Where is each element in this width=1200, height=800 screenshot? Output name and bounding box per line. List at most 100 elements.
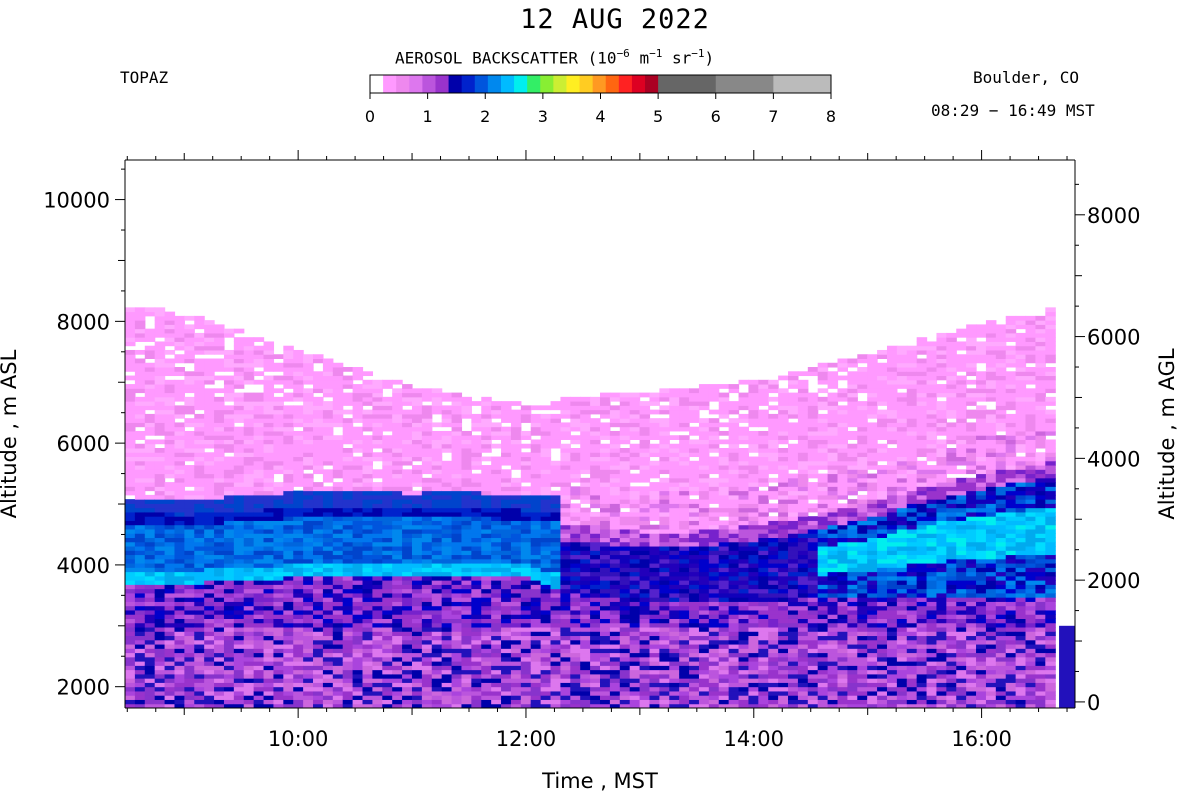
heatmap-cell [758,609,769,615]
heatmap-cell [204,443,215,449]
heatmap-cell [273,503,284,509]
heatmap-cell [679,392,690,398]
heatmap-cell [313,469,324,475]
heatmap-cell [342,690,354,696]
heatmap-cell [164,499,176,504]
heatmap-cell [669,567,680,573]
heatmap-cell [174,605,185,611]
heatmap-cell [441,614,453,619]
heatmap-cell [352,443,364,449]
heatmap-cell [748,409,759,415]
heatmap-cell [649,682,660,688]
heatmap-cell [451,494,463,500]
heatmap-cell [243,482,255,487]
heatmap-cell [214,580,225,585]
heatmap-cell [303,401,314,406]
colorbar-segment [605,75,620,93]
heatmap-cell [411,631,423,637]
heatmap-cell [174,588,185,594]
heatmap-cell [144,384,156,389]
heatmap-cell [689,622,700,628]
heatmap-cell [194,567,205,573]
heatmap-cell [530,520,542,526]
heatmap-cell [233,635,245,641]
heatmap-cell [679,652,690,658]
heatmap-cell [540,511,552,517]
heatmap-cell [501,644,512,649]
heatmap-cell [570,588,581,594]
heatmap-cell [530,588,542,594]
heatmap-cell [154,627,166,632]
heatmap-cell [629,622,641,628]
heatmap-cell [303,601,314,607]
heatmap-cell [738,448,750,453]
heatmap-cell [233,528,245,534]
heatmap-cell [322,490,334,496]
heatmap-cell [481,597,492,602]
heatmap-cell [253,563,265,568]
heatmap-cell [520,486,532,492]
heatmap-cell [411,524,423,530]
heatmap-cell [392,396,403,402]
heatmap-cell [580,486,591,492]
heatmap-cell [322,358,334,364]
heatmap-cell [689,520,700,526]
heatmap-cell [144,477,156,483]
heatmap-cell [214,516,225,521]
heatmap-cell [214,652,225,658]
heatmap-cell [154,563,166,568]
heatmap-cell [382,609,393,615]
heatmap-cell [273,627,284,632]
heatmap-cell [204,320,215,325]
heatmap-cell [718,656,730,662]
heatmap-cell [273,597,284,602]
heatmap-cell [204,516,215,521]
heatmap-cell [164,349,176,355]
heatmap-cell [431,396,443,402]
heatmap-cell [283,435,294,440]
heatmap-cell [322,652,334,658]
heatmap-cell [431,486,443,492]
heatmap-cell [144,482,156,487]
heatmap-cell [451,533,463,539]
heatmap-cell [154,418,166,423]
heatmap-cell [253,494,265,500]
heatmap-cell [144,584,156,590]
heatmap-cell [718,652,730,658]
heatmap-cell [174,456,185,462]
heatmap-cell [154,558,166,564]
heatmap-cell [125,703,136,709]
heatmap-cell [293,550,304,556]
heatmap-cell [243,337,255,342]
heatmap-cell [372,524,383,530]
heatmap-cell [214,460,225,466]
heatmap-cell [243,520,255,526]
heatmap-cell [194,349,205,355]
heatmap-cell [382,614,393,619]
heatmap-cell [313,516,324,521]
heatmap-cell [263,537,275,543]
heatmap-cell [332,511,344,517]
heatmap-cell [629,430,641,436]
heatmap-cell [164,409,176,415]
heatmap-cell [649,426,660,432]
heatmap-cell [243,618,255,624]
heatmap-cell [164,448,176,453]
station-label: TOPAZ [120,68,169,87]
heatmap-cell [461,430,472,436]
heatmap-cell [441,405,453,411]
heatmap-cell [352,456,364,462]
heatmap-cell [303,511,314,517]
heatmap-cell [501,482,512,487]
heatmap-cell [164,703,176,709]
heatmap-cell [392,460,403,466]
heatmap-cell [669,443,680,449]
heatmap-cell [223,571,235,577]
heatmap-cell [154,439,166,445]
heatmap-cell [728,661,740,666]
heatmap-cell [233,644,245,649]
heatmap-cell [194,332,205,338]
heatmap-cell [352,418,364,423]
heatmap-cell [233,605,245,611]
heatmap-cell [372,541,383,547]
